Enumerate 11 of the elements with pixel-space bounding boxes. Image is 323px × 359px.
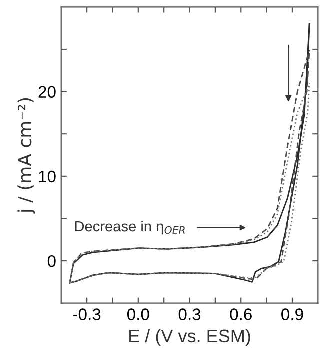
y-tick-label: 10 bbox=[39, 170, 56, 183]
annotation: Decrease in η$_{OER}$ bbox=[75, 220, 185, 235]
x-tick-label: -0.3 bbox=[73, 308, 101, 320]
y-axis-title: j / (mA cm⁻²) bbox=[18, 98, 36, 214]
x-axis-title: E / (V vs. ESM) bbox=[130, 329, 250, 346]
x-tick-label: 0.9 bbox=[282, 308, 304, 320]
x-tick-label: 0.6 bbox=[230, 308, 252, 320]
x-tick-label: 0.3 bbox=[178, 308, 201, 320]
y-tick-label: 20 bbox=[38, 86, 56, 98]
y-tick-label: 0 bbox=[48, 255, 56, 268]
x-tick-label: 0.0 bbox=[127, 308, 150, 320]
